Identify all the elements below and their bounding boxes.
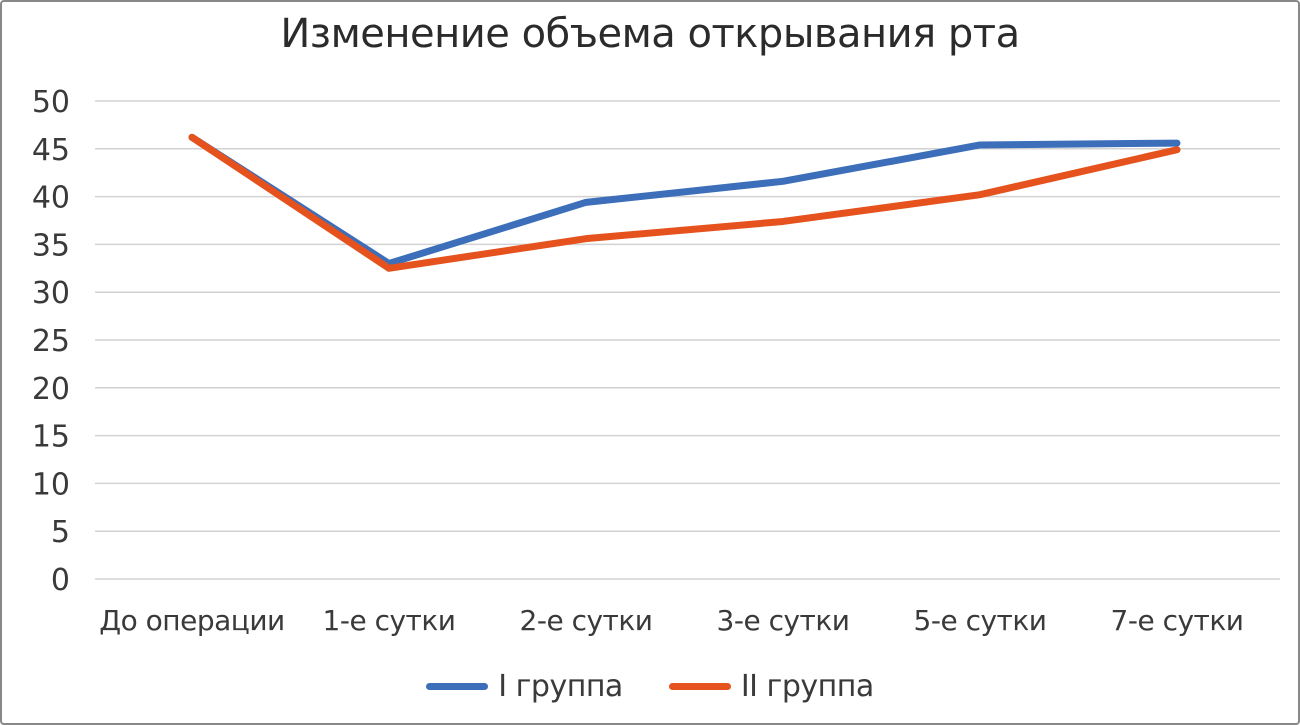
y-tick-label: 35 (32, 228, 70, 263)
chart-title: Изменение объема открывания рта (280, 11, 1020, 57)
y-tick-label: 10 (32, 467, 70, 502)
x-axis-label: 2-е сутки (520, 604, 653, 637)
legend-line-swatch (426, 682, 489, 690)
x-axis-label: 5-е сутки (914, 604, 1047, 637)
legend-item-0: I группа (426, 669, 623, 704)
y-tick-label: 0 (51, 563, 70, 598)
series-line-1 (188, 133, 1181, 272)
legend-item-1: II группа (668, 668, 874, 704)
x-axis-label: 3-е сутки (717, 604, 850, 637)
legend-label: II группа (740, 668, 874, 704)
legend: I группа II группа (2, 666, 1298, 706)
x-axis-label: 1-е сутки (323, 604, 456, 637)
y-tick-label: 25 (32, 324, 70, 359)
y-tick-label: 15 (32, 420, 70, 455)
y-tick-label: 50 (32, 85, 70, 120)
legend-label: I группа (498, 668, 623, 704)
x-axis-label: До операции (99, 604, 284, 637)
y-tick-label: 45 (32, 133, 70, 168)
y-tick-label: 5 (51, 515, 70, 550)
y-tick-label: 20 (32, 372, 70, 407)
legend-line-swatch (668, 682, 731, 690)
y-tick-label: 30 (32, 276, 70, 311)
x-axis-label: 7-е сутки (1111, 604, 1244, 637)
y-tick-label: 40 (32, 181, 70, 216)
